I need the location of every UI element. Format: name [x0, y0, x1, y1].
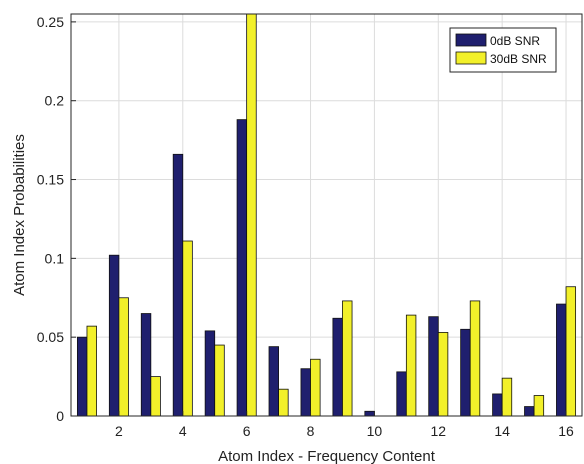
bar-30db-atom-1 — [86, 325, 97, 417]
legend-swatch-30db — [455, 51, 487, 65]
bar-0db-atom-11 — [396, 371, 407, 417]
bar-30db-atom-8 — [310, 358, 321, 417]
x-tick-label: 10 — [367, 423, 383, 439]
legend: 0dB SNR 30dB SNR — [449, 27, 557, 73]
x-tick-label: 8 — [307, 423, 315, 439]
bar-0db-atom-12 — [428, 316, 439, 417]
bar-0db-atom-8 — [300, 368, 311, 417]
bars — [76, 13, 577, 417]
bar-30db-atom-15 — [533, 395, 545, 417]
bar-0db-atom-3 — [140, 313, 152, 417]
x-tick-label: 2 — [115, 423, 123, 439]
grid — [71, 14, 582, 417]
x-axis-label: Atom Index - Frequency Content — [218, 448, 436, 464]
bar-30db-atom-7 — [278, 388, 289, 417]
bar-0db-atom-4 — [172, 153, 184, 417]
legend-label-0db: 0dB SNR — [490, 34, 540, 48]
bar-30db-atom-9 — [342, 300, 353, 417]
bar-0db-atom-6 — [236, 119, 248, 417]
bar-0db-atom-13 — [460, 328, 471, 417]
y-tick-label: 0 — [56, 408, 64, 424]
bar-0db-atom-10 — [364, 410, 375, 417]
bar-30db-atom-6 — [246, 13, 257, 417]
bar-30db-atom-2 — [118, 297, 129, 417]
bar-0db-atom-15 — [524, 406, 535, 417]
y-tick-label: 0.15 — [37, 172, 64, 188]
x-tick-label: 14 — [494, 423, 510, 439]
bar-30db-atom-16 — [565, 286, 577, 417]
x-tick-label: 6 — [243, 423, 251, 439]
bar-0db-atom-1 — [76, 336, 88, 417]
legend-swatch-0db — [455, 33, 487, 47]
bar-0db-atom-5 — [204, 330, 216, 417]
bar-0db-atom-7 — [268, 346, 279, 417]
bar-0db-atom-9 — [332, 317, 343, 417]
axis-ticks: 2 4 6 8 10 12 14 16 0 0.05 0.1 0.15 0.2 0.25 — [37, 14, 574, 439]
y-tick-label: 0.2 — [45, 93, 65, 109]
bar-0db-atom-16 — [556, 303, 567, 417]
legend-label-30db: 30dB SNR — [490, 52, 547, 66]
bar-30db-atom-5 — [214, 344, 225, 417]
y-axis-label: Atom Index Probabilities — [11, 134, 28, 296]
x-tick-label: 16 — [558, 423, 574, 439]
bar-30db-atom-11 — [405, 314, 417, 417]
x-tick-label: 4 — [179, 423, 187, 439]
bar-30db-atom-14 — [501, 377, 513, 417]
y-tick-label: 0.1 — [45, 250, 65, 266]
bar-30db-atom-12 — [437, 332, 449, 417]
bar-30db-atom-13 — [469, 300, 481, 417]
bar-0db-atom-14 — [492, 393, 503, 417]
plot-frame — [70, 13, 583, 417]
y-tick-label: 0.05 — [37, 329, 64, 345]
bar-0db-atom-2 — [108, 254, 120, 417]
y-tick-label: 0.25 — [37, 14, 64, 30]
bar-30db-atom-3 — [150, 376, 161, 417]
x-tick-label: 12 — [430, 423, 446, 439]
bar-30db-atom-4 — [182, 240, 193, 417]
